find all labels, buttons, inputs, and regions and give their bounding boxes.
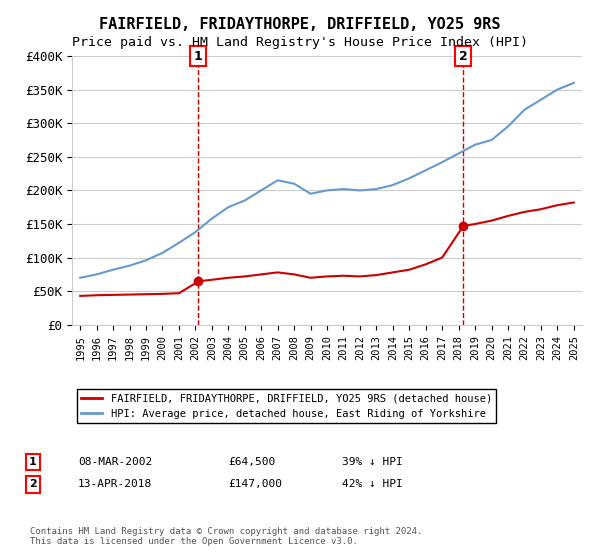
Text: 42% ↓ HPI: 42% ↓ HPI — [342, 479, 403, 489]
Text: FAIRFIELD, FRIDAYTHORPE, DRIFFIELD, YO25 9RS: FAIRFIELD, FRIDAYTHORPE, DRIFFIELD, YO25… — [99, 17, 501, 32]
Text: 39% ↓ HPI: 39% ↓ HPI — [342, 457, 403, 467]
Text: 13-APR-2018: 13-APR-2018 — [78, 479, 152, 489]
Text: 1: 1 — [194, 49, 203, 63]
Text: £64,500: £64,500 — [228, 457, 275, 467]
Text: 2: 2 — [29, 479, 37, 489]
Text: 2: 2 — [459, 49, 467, 63]
Text: 08-MAR-2002: 08-MAR-2002 — [78, 457, 152, 467]
Text: Contains HM Land Registry data © Crown copyright and database right 2024.
This d: Contains HM Land Registry data © Crown c… — [30, 526, 422, 546]
Text: £147,000: £147,000 — [228, 479, 282, 489]
Legend: FAIRFIELD, FRIDAYTHORPE, DRIFFIELD, YO25 9RS (detached house), HPI: Average pric: FAIRFIELD, FRIDAYTHORPE, DRIFFIELD, YO25… — [77, 389, 496, 423]
Text: 1: 1 — [29, 457, 37, 467]
Text: Price paid vs. HM Land Registry's House Price Index (HPI): Price paid vs. HM Land Registry's House … — [72, 36, 528, 49]
